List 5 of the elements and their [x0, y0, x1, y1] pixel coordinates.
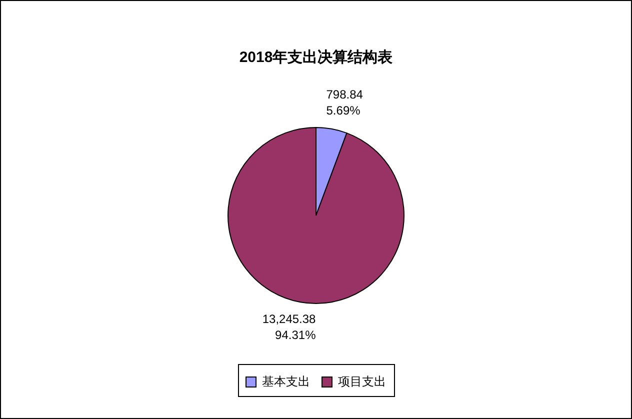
chart-title: 2018年支出决算结构表 [239, 49, 394, 66]
data-label: 13,245.38 94.31% [262, 312, 316, 342]
legend-label: 基本支出 [262, 374, 310, 388]
legend-label: 项目支出 [338, 374, 386, 388]
data-label: 798.84 5.69% [326, 88, 364, 118]
